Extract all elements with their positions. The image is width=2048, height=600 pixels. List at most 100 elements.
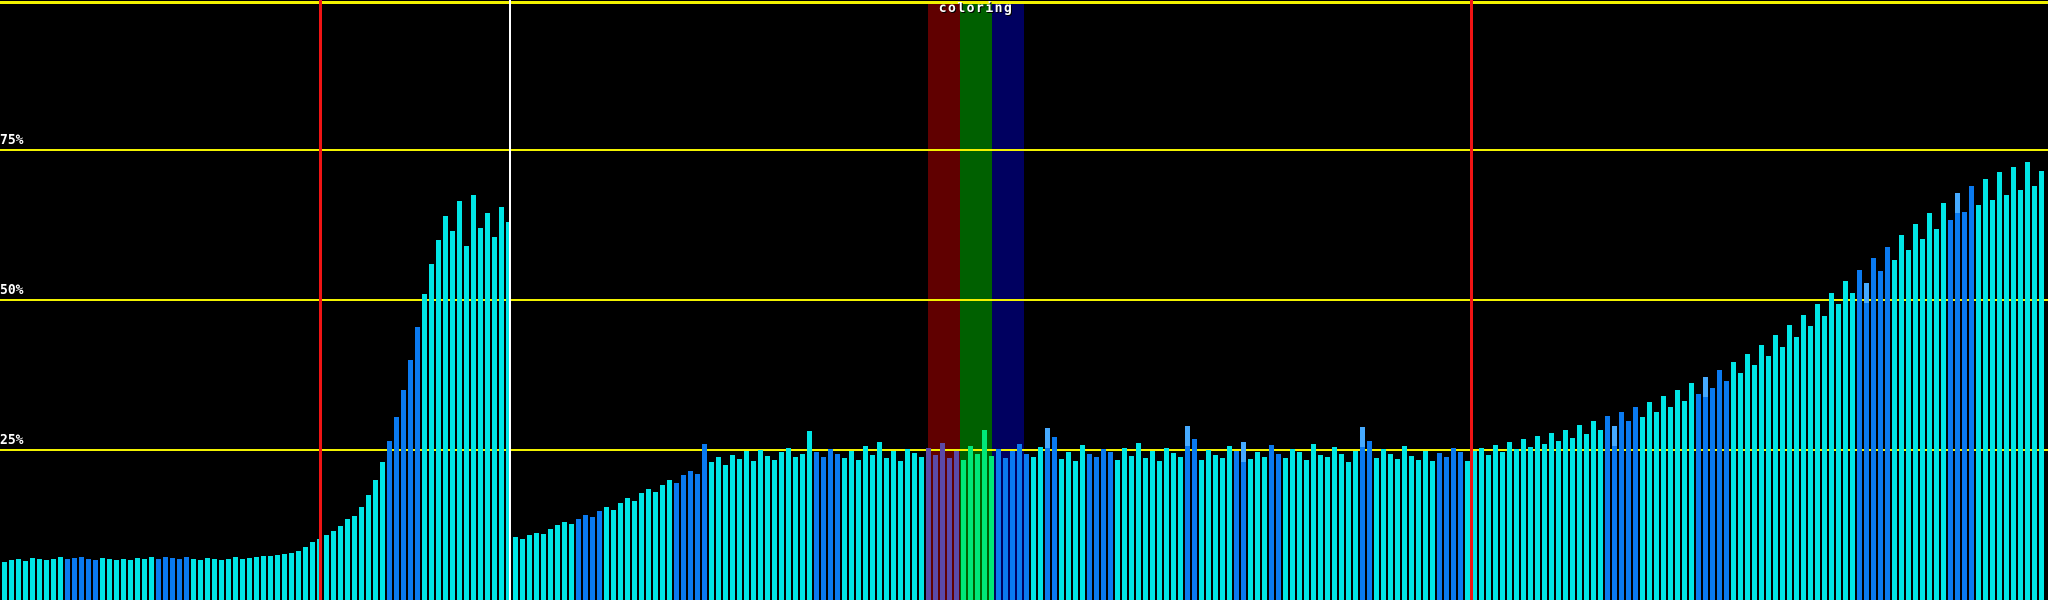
bar (730, 455, 735, 600)
bar (1185, 426, 1190, 600)
bar (1073, 461, 1078, 600)
bar (667, 480, 672, 600)
bar (709, 462, 714, 600)
bar (870, 455, 875, 600)
bar (1598, 430, 1603, 600)
bar (1829, 293, 1834, 600)
bar (891, 451, 896, 600)
bar (1017, 444, 1022, 600)
bar (1213, 455, 1218, 600)
bar (1199, 460, 1204, 600)
bar (933, 455, 938, 600)
bar (1136, 443, 1141, 600)
bar (905, 449, 910, 600)
bar (1808, 326, 1813, 600)
bar (625, 498, 630, 600)
bar (1353, 451, 1358, 600)
bar (338, 526, 343, 600)
bar (863, 446, 868, 600)
bar (1066, 452, 1071, 600)
bar (646, 489, 651, 600)
bar (1227, 446, 1232, 600)
bar (772, 460, 777, 600)
bar (1892, 260, 1897, 600)
bar (800, 454, 805, 600)
bar (737, 459, 742, 600)
bar (282, 554, 287, 600)
bar (1787, 325, 1792, 600)
bar (1535, 436, 1540, 600)
bar (1052, 437, 1057, 600)
bar (548, 529, 553, 600)
bar (387, 441, 392, 600)
bar (1206, 450, 1211, 600)
bar (513, 537, 518, 600)
bar (968, 446, 973, 600)
bar (1731, 362, 1736, 600)
bar (1129, 456, 1134, 600)
bar (1409, 456, 1414, 600)
bar (611, 510, 616, 600)
bar (177, 559, 182, 600)
bar (597, 511, 602, 600)
bar (1941, 203, 1946, 600)
bar (786, 448, 791, 600)
bar (1367, 441, 1372, 600)
bar (44, 560, 49, 600)
bar (828, 449, 833, 600)
bar (1864, 283, 1869, 600)
bar (723, 465, 728, 600)
bar (205, 558, 210, 600)
bar (1318, 455, 1323, 600)
bar (2032, 186, 2037, 600)
bar (1010, 451, 1015, 600)
bar (352, 516, 357, 600)
bar (1857, 270, 1862, 600)
bar (2018, 190, 2023, 600)
bar (268, 556, 273, 600)
bar (506, 222, 511, 600)
bar (100, 558, 105, 600)
bar (310, 542, 315, 600)
bar (1773, 335, 1778, 600)
bar (1710, 388, 1715, 600)
bar (688, 471, 693, 600)
bar (275, 555, 280, 600)
bar-peak-tip (1045, 428, 1050, 448)
bar (1479, 448, 1484, 600)
bar (1360, 427, 1365, 600)
bar (1563, 430, 1568, 600)
bar-peak-tip (1612, 426, 1617, 446)
bar (1493, 445, 1498, 600)
bar (1486, 455, 1491, 600)
ytick-50-label: 50% (0, 283, 24, 298)
bar (1269, 445, 1274, 600)
bar (114, 560, 119, 600)
bar (450, 231, 455, 600)
bar (296, 551, 301, 600)
bar (632, 501, 637, 600)
bar (1822, 316, 1827, 600)
bar (443, 216, 448, 600)
bar (464, 246, 469, 600)
marker-white (509, 0, 511, 600)
bar (191, 559, 196, 600)
bar (2, 562, 7, 600)
bar (1381, 449, 1386, 600)
bar (1423, 451, 1428, 600)
bar (1458, 452, 1463, 600)
bar (779, 452, 784, 600)
bar (1619, 412, 1624, 600)
bar (1871, 258, 1876, 600)
bar (184, 557, 189, 600)
bar (793, 457, 798, 600)
bar (149, 557, 154, 600)
bar (1794, 337, 1799, 600)
bar (1080, 445, 1085, 600)
bar (604, 507, 609, 600)
bar (1157, 461, 1162, 600)
bar (121, 559, 126, 600)
bar (1059, 459, 1064, 600)
bar (982, 430, 987, 600)
bar-peak-tip (1185, 426, 1190, 446)
